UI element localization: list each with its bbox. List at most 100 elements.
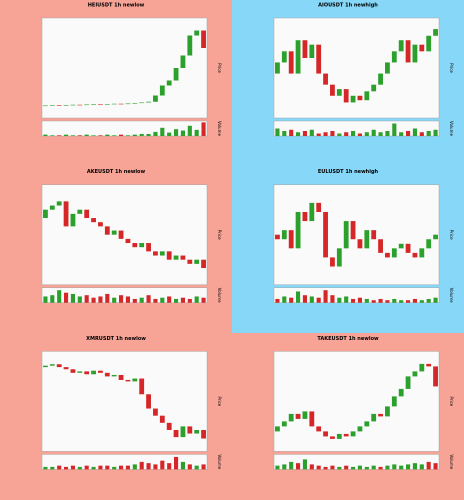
candle-body bbox=[378, 73, 383, 85]
candle-body bbox=[146, 101, 151, 103]
candle-body bbox=[316, 426, 322, 432]
volume-bar bbox=[64, 466, 69, 470]
volume-bar bbox=[77, 296, 82, 303]
candle-body bbox=[275, 234, 280, 240]
volume-bar bbox=[399, 300, 404, 303]
volume-bar bbox=[296, 132, 301, 136]
volume-bar bbox=[302, 295, 307, 303]
volume-bar bbox=[187, 125, 192, 136]
volume-bar bbox=[50, 295, 55, 303]
volume-area bbox=[273, 454, 440, 470]
volume-bar bbox=[43, 296, 48, 303]
candle-body bbox=[357, 239, 363, 249]
candle-body bbox=[281, 51, 287, 63]
volume-bar bbox=[70, 465, 75, 470]
candle-body bbox=[412, 252, 418, 258]
volume-bar bbox=[357, 465, 362, 470]
chart-title: XMRUSDT 1h newlow bbox=[86, 336, 146, 342]
candle-body bbox=[343, 89, 349, 103]
plot-area bbox=[41, 17, 208, 119]
volume-bar bbox=[399, 465, 404, 470]
volume-bar bbox=[302, 459, 307, 470]
candle-body bbox=[132, 378, 138, 382]
volume-bar bbox=[275, 128, 280, 136]
volume-bar bbox=[84, 295, 89, 303]
volume-bar bbox=[119, 465, 124, 470]
volume-bar bbox=[371, 465, 376, 470]
volume-bar bbox=[406, 131, 411, 136]
volume-bar bbox=[309, 464, 314, 470]
volume-bar bbox=[289, 461, 294, 470]
plot-area bbox=[273, 17, 440, 119]
candle-body bbox=[426, 239, 432, 249]
candle-body bbox=[56, 364, 62, 368]
y-axis-label: Price bbox=[449, 230, 454, 240]
candle-body bbox=[419, 363, 425, 372]
candle-body bbox=[330, 436, 335, 439]
candle-body bbox=[398, 388, 404, 397]
candle-body bbox=[385, 406, 390, 417]
volume-bar bbox=[167, 132, 172, 136]
volume-bar bbox=[392, 298, 397, 303]
volume-bar bbox=[344, 132, 349, 136]
volume-bar bbox=[296, 291, 301, 303]
candle-body bbox=[412, 371, 418, 377]
candle-body bbox=[194, 30, 200, 36]
volume-bar bbox=[160, 297, 165, 303]
candle-body bbox=[125, 103, 131, 105]
volume-bar bbox=[412, 463, 417, 470]
volume-bar bbox=[289, 129, 294, 136]
candle-body bbox=[91, 104, 96, 105]
candle-body bbox=[343, 433, 349, 437]
volume-bar bbox=[91, 135, 96, 136]
candle-body bbox=[180, 55, 186, 68]
chart-title: TAKEUSDT 1h newlow bbox=[317, 336, 379, 342]
candle-body bbox=[49, 364, 55, 366]
volume-bar bbox=[378, 466, 383, 470]
candle-body bbox=[391, 396, 397, 407]
volume-bar bbox=[98, 465, 103, 470]
volume-bar bbox=[57, 290, 62, 303]
candle-body bbox=[84, 104, 90, 106]
volume-bar bbox=[139, 133, 144, 136]
volume-bar bbox=[167, 463, 172, 470]
volume-bar bbox=[385, 131, 390, 136]
volume-bar bbox=[153, 131, 158, 136]
volume-bar bbox=[412, 298, 417, 303]
volume-bar bbox=[201, 122, 206, 136]
candle-body bbox=[153, 408, 158, 416]
candle-body bbox=[309, 411, 315, 427]
candle-body bbox=[118, 103, 124, 105]
volume-bar bbox=[43, 134, 48, 136]
volume-bar bbox=[330, 465, 335, 470]
volume-bar bbox=[112, 135, 117, 136]
candle-body bbox=[364, 230, 370, 249]
volume-area bbox=[41, 454, 208, 470]
volume-bar bbox=[337, 133, 342, 136]
candle-body bbox=[91, 370, 96, 375]
volume-bar bbox=[201, 297, 206, 303]
candle-body bbox=[281, 421, 287, 427]
candle-body bbox=[166, 422, 172, 430]
candle-body bbox=[201, 429, 206, 439]
volume-bar bbox=[125, 135, 130, 136]
candle-body bbox=[153, 95, 158, 102]
candle-body bbox=[139, 378, 145, 395]
candle-body bbox=[357, 426, 363, 432]
y-axis-label: Price bbox=[449, 63, 454, 73]
volume-bar bbox=[105, 293, 110, 303]
volume-bar bbox=[77, 135, 82, 136]
candle-body bbox=[378, 239, 383, 253]
candle-body bbox=[364, 91, 370, 101]
candle-body bbox=[91, 218, 96, 223]
volume-bar bbox=[174, 298, 179, 303]
candle-body bbox=[201, 259, 206, 269]
candle-body bbox=[364, 421, 370, 427]
volume-bar bbox=[330, 295, 335, 303]
candle-body bbox=[385, 62, 390, 74]
volume-bar bbox=[406, 464, 411, 470]
volume-axis-label: Volume bbox=[217, 288, 222, 303]
volume-axis-label: Volume bbox=[217, 121, 222, 136]
candle-body bbox=[77, 104, 83, 106]
volume-bar bbox=[180, 461, 185, 470]
